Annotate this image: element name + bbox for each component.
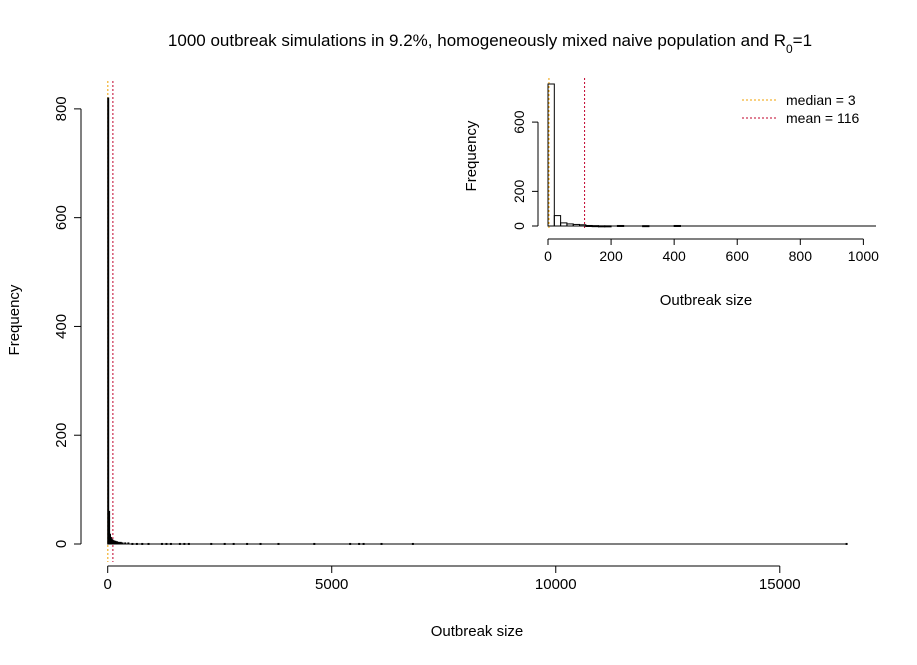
main-histogram-bar: [131, 542, 134, 545]
main-histogram-bar: [147, 542, 150, 545]
inset-x-tick-label: 800: [789, 248, 813, 264]
inset-reference-lines: [548, 78, 586, 230]
inset-histogram-bar: [547, 83, 555, 227]
inset-x-tick-label: 0: [544, 248, 552, 264]
inset-histogram-bar: [604, 225, 612, 228]
inset-histogram-bar: [579, 224, 587, 227]
inset-histogram-bar: [585, 224, 593, 227]
main-histogram-bar: [362, 542, 365, 545]
main-histogram-bar: [117, 541, 120, 545]
inset-histogram-bar: [560, 222, 568, 227]
inset-histogram-bar: [566, 223, 574, 227]
main-x-tick-label: 10000: [535, 576, 577, 593]
main-histogram-bar: [232, 542, 235, 545]
chart-title-main: 1000 outbreak simulations in 9.2%, homog…: [168, 31, 786, 50]
legend-mean-label: mean = 116: [786, 110, 860, 126]
main-y-axis-label: Frequency: [6, 284, 23, 355]
main-histogram-bars: [107, 97, 848, 545]
main-histogram-bar: [349, 542, 352, 545]
main-histogram-bar: [277, 542, 280, 545]
chart-title-tail: =1: [793, 31, 812, 50]
main-histogram-bar: [116, 541, 119, 545]
main-histogram-bar: [358, 542, 361, 545]
main-histogram-bar: [223, 542, 226, 545]
inset-y-tick-label: 600: [511, 110, 527, 134]
main-axes: 0 5000 10000 15000 0 200 400 600 800: [53, 96, 801, 593]
legend-median-label: median = 3: [786, 92, 856, 108]
main-x-tick-label: 15000: [759, 576, 801, 593]
inset-x-tick-label: 200: [599, 248, 623, 264]
inset-y-axis-label: Frequency: [463, 120, 480, 191]
main-histogram-bar: [127, 542, 130, 545]
inset-histogram-bars: [547, 83, 876, 228]
main-histogram-bar: [107, 97, 110, 545]
main-histogram-bar: [183, 542, 186, 545]
main-x-tick-label: 5000: [315, 576, 348, 593]
main-histogram-bar: [178, 542, 181, 545]
inset-axes: 0 200 400 600 800 1000 0 200 600: [511, 110, 879, 264]
main-histogram-bar: [313, 542, 316, 545]
inset-y-tick-label: 200: [511, 179, 527, 203]
main-histogram-bar: [121, 542, 124, 545]
main-histogram-bar: [845, 542, 848, 545]
main-histogram-bar: [124, 542, 127, 545]
main-histogram-bar: [135, 542, 138, 545]
main-histogram-bar: [160, 542, 163, 545]
inset-y-tick-label: 0: [511, 222, 527, 230]
main-histogram-bar: [169, 542, 172, 545]
main-histogram-bar: [259, 542, 262, 545]
chart-title: 1000 outbreak simulations in 9.2%, homog…: [168, 31, 812, 56]
inset-histogram-bar: [673, 224, 681, 227]
inset-x-axis-label: Outbreak size: [660, 292, 753, 309]
inset-x-tick-label: 1000: [848, 248, 879, 264]
inset-histogram-bar: [642, 225, 650, 228]
chart-title-subscript: 0: [786, 42, 793, 56]
main-x-tick-label: 0: [104, 576, 112, 593]
inset-legend: median = 3 mean = 116: [742, 92, 860, 126]
main-x-axis-label: Outbreak size: [431, 623, 524, 640]
main-y-tick-label: 200: [53, 423, 70, 448]
main-y-tick-label: 400: [53, 314, 70, 339]
main-histogram-bar: [246, 542, 249, 545]
inset-histogram-bar: [572, 223, 581, 227]
main-y-tick-label: 0: [53, 540, 70, 548]
inset-histogram-bar: [553, 215, 562, 227]
inset-histogram-bar: [591, 225, 599, 228]
inset-x-tick-label: 400: [662, 248, 686, 264]
inset-x-tick-label: 600: [726, 248, 750, 264]
main-histogram-bar: [380, 542, 383, 545]
main-histogram-bar: [119, 541, 122, 545]
main-histogram-bar: [411, 542, 414, 545]
main-y-tick-label: 800: [53, 96, 70, 121]
inset-histogram-bar: [616, 224, 625, 227]
main-histogram-bar: [210, 542, 213, 545]
main-y-tick-label: 600: [53, 205, 70, 230]
main-histogram-bar: [165, 542, 168, 545]
main-histogram-bar: [141, 542, 144, 545]
inset-histogram-bar: [597, 225, 606, 228]
main-histogram-bar: [187, 542, 190, 545]
